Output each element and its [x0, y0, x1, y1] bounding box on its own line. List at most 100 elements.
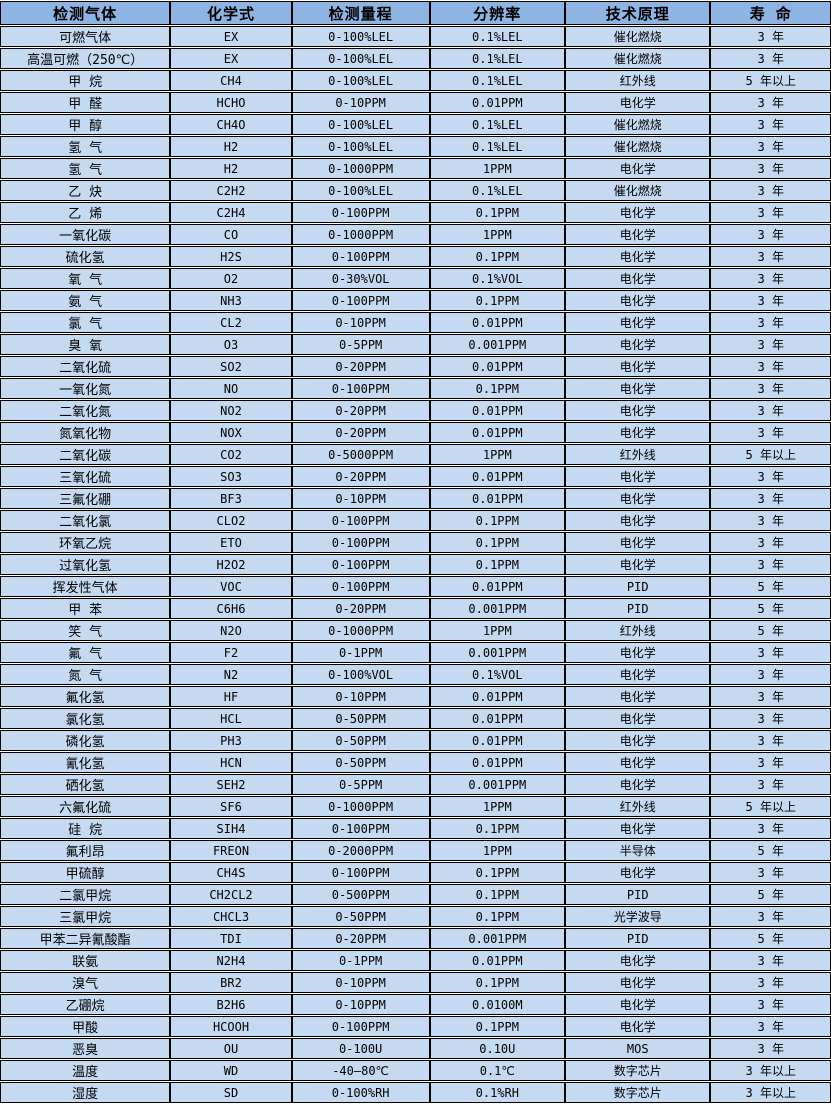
- cell-principle: 催化燃烧: [565, 48, 711, 69]
- cell-range: 0-10PPM: [291, 312, 430, 333]
- header-gas-name: 检测气体: [0, 1, 171, 25]
- table-row: 联氨 N2H4 0-1PPM 0.01PPM 电化学 3 年: [0, 950, 831, 971]
- cell-gas-name: 联氨: [0, 950, 171, 971]
- table-row: 氟化氢 HF 0-10PPM 0.01PPM 电化学 3 年: [0, 686, 831, 707]
- table-row: 甲 烷 CH4 0-100%LEL 0.1%LEL 红外线 5 年以上: [0, 70, 831, 91]
- cell-resolution: 0.1%LEL: [429, 114, 566, 135]
- cell-range: 0-100%LEL: [291, 180, 430, 201]
- cell-principle: 红外线: [565, 70, 711, 91]
- table-row: 乙 炔 C2H2 0-100%LEL 0.1%LEL 催化燃烧 3 年: [0, 180, 831, 201]
- cell-principle: 电化学: [565, 312, 711, 333]
- cell-lifespan: 3 年: [710, 158, 831, 179]
- cell-formula: NO: [170, 378, 292, 399]
- cell-resolution: 1PPM: [429, 224, 566, 245]
- table-row: 高温可燃（250℃） EX 0-100%LEL 0.1%LEL 催化燃烧 3 年: [0, 48, 831, 69]
- cell-range: 0-100%VOL: [291, 664, 430, 685]
- cell-principle: 电化学: [565, 202, 711, 223]
- cell-range: 0-100PPM: [291, 202, 430, 223]
- cell-resolution: 0.1PPM: [429, 532, 566, 553]
- table-row: 氟利昂 FREON 0-2000PPM 1PPM 半导体 5 年: [0, 840, 831, 861]
- cell-formula: SO3: [170, 466, 292, 487]
- table-row: 氧 气 O2 0-30%VOL 0.1%VOL 电化学 3 年: [0, 268, 831, 289]
- table-row: 温度 WD -40—80℃ 0.1℃ 数字芯片 3 年以上: [0, 1060, 831, 1081]
- cell-formula: CH2CL2: [170, 884, 292, 905]
- cell-range: 0-100PPM: [291, 818, 430, 839]
- cell-lifespan: 3 年: [710, 92, 831, 113]
- cell-lifespan: 3 年: [710, 202, 831, 223]
- cell-range: 0-1000PPM: [291, 620, 430, 641]
- table-row: 二氧化氯 CLO2 0-100PPM 0.1PPM 电化学 3 年: [0, 510, 831, 531]
- cell-range: 0-100PPM: [291, 532, 430, 553]
- cell-principle: 电化学: [565, 664, 711, 685]
- table-row: 过氧化氢 H2O2 0-100PPM 0.1PPM 电化学 3 年: [0, 554, 831, 575]
- cell-range: 0-100%LEL: [291, 26, 430, 47]
- cell-gas-name: 二氯甲烷: [0, 884, 171, 905]
- table-row: 甲 醛 HCHO 0-10PPM 0.01PPM 电化学 3 年: [0, 92, 831, 113]
- table-row: 氟 气 F2 0-1PPM 0.001PPM 电化学 3 年: [0, 642, 831, 663]
- cell-gas-name: 磷化氢: [0, 730, 171, 751]
- cell-resolution: 1PPM: [429, 840, 566, 861]
- cell-range: -40—80℃: [291, 1060, 430, 1081]
- cell-range: 0-100PPM: [291, 510, 430, 531]
- cell-resolution: 0.01PPM: [429, 752, 566, 773]
- cell-gas-name: 硒化氢: [0, 774, 171, 795]
- cell-principle: 电化学: [565, 224, 711, 245]
- cell-gas-name: 氮氧化物: [0, 422, 171, 443]
- cell-formula: EX: [170, 48, 292, 69]
- cell-lifespan: 3 年: [710, 246, 831, 267]
- cell-resolution: 0.1PPM: [429, 884, 566, 905]
- cell-lifespan: 3 年: [710, 950, 831, 971]
- table-row: 二氧化氮 NO2 0-20PPM 0.01PPM 电化学 3 年: [0, 400, 831, 421]
- cell-formula: C6H6: [170, 598, 292, 619]
- table-row: 氢 气 H2 0-100%LEL 0.1%LEL 催化燃烧 3 年: [0, 136, 831, 157]
- cell-resolution: 0.01PPM: [429, 400, 566, 421]
- cell-lifespan: 3 年: [710, 378, 831, 399]
- cell-formula: C2H4: [170, 202, 292, 223]
- table-row: 硫化氢 H2S 0-100PPM 0.1PPM 电化学 3 年: [0, 246, 831, 267]
- cell-gas-name: 硅 烷: [0, 818, 171, 839]
- cell-formula: H2: [170, 158, 292, 179]
- cell-resolution: 0.1PPM: [429, 246, 566, 267]
- cell-resolution: 0.001PPM: [429, 928, 566, 949]
- cell-principle: 电化学: [565, 92, 711, 113]
- cell-principle: 催化燃烧: [565, 114, 711, 135]
- cell-range: 0-10PPM: [291, 972, 430, 993]
- cell-principle: 电化学: [565, 972, 711, 993]
- cell-principle: 电化学: [565, 708, 711, 729]
- cell-gas-name: 溴气: [0, 972, 171, 993]
- cell-range: 0-1000PPM: [291, 158, 430, 179]
- cell-range: 0-100%LEL: [291, 114, 430, 135]
- cell-lifespan: 3 年: [710, 312, 831, 333]
- cell-principle: 电化学: [565, 246, 711, 267]
- cell-resolution: 0.1PPM: [429, 554, 566, 575]
- cell-gas-name: 硫化氢: [0, 246, 171, 267]
- cell-lifespan: 3 年: [710, 114, 831, 135]
- cell-gas-name: 氮 气: [0, 664, 171, 685]
- cell-principle: 催化燃烧: [565, 180, 711, 201]
- cell-principle: 电化学: [565, 334, 711, 355]
- table-row: 氢 气 H2 0-1000PPM 1PPM 电化学 3 年: [0, 158, 831, 179]
- cell-gas-name: 三氟化硼: [0, 488, 171, 509]
- cell-resolution: 0.10U: [429, 1038, 566, 1059]
- cell-formula: CH4S: [170, 862, 292, 883]
- cell-resolution: 0.1PPM: [429, 972, 566, 993]
- cell-gas-name: 环氧乙烷: [0, 532, 171, 553]
- cell-resolution: 0.1%VOL: [429, 268, 566, 289]
- cell-range: 0-50PPM: [291, 730, 430, 751]
- table-row: 甲 醇 CH4O 0-100%LEL 0.1%LEL 催化燃烧 3 年: [0, 114, 831, 135]
- cell-resolution: 0.1PPM: [429, 906, 566, 927]
- cell-range: 0-100PPM: [291, 862, 430, 883]
- cell-lifespan: 3 年: [710, 554, 831, 575]
- cell-gas-name: 甲 醛: [0, 92, 171, 113]
- table-row: 湿度 SD 0-100%RH 0.1%RH 数字芯片 3 年以上: [0, 1082, 831, 1103]
- cell-formula: CHCL3: [170, 906, 292, 927]
- cell-resolution: 0.1%RH: [429, 1082, 566, 1103]
- cell-lifespan: 3 年以上: [710, 1082, 831, 1103]
- cell-gas-name: 乙 烯: [0, 202, 171, 223]
- cell-principle: 光学波导: [565, 906, 711, 927]
- cell-gas-name: 甲 醇: [0, 114, 171, 135]
- cell-gas-name: 氢 气: [0, 136, 171, 157]
- cell-resolution: 0.01PPM: [429, 730, 566, 751]
- cell-range: 0-1PPM: [291, 950, 430, 971]
- cell-gas-name: 湿度: [0, 1082, 171, 1103]
